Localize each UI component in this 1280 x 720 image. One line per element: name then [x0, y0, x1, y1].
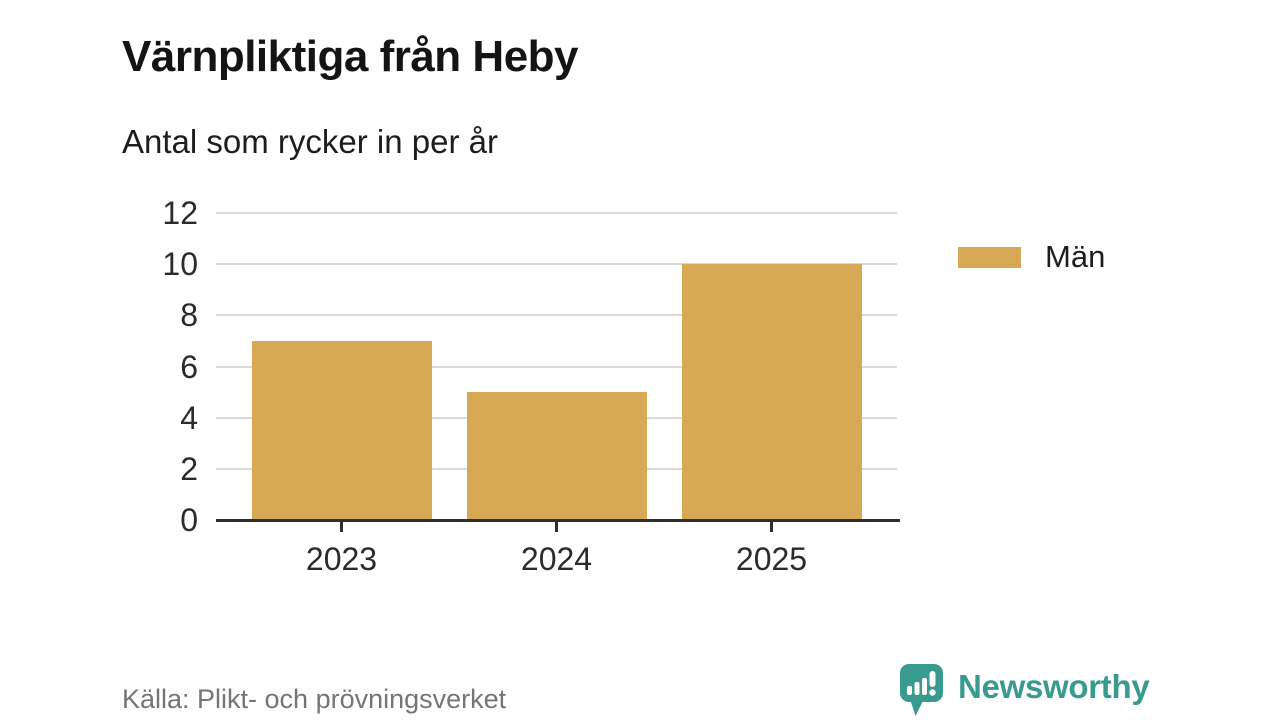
- x-axis-line: [216, 519, 900, 522]
- gridline: [216, 212, 897, 214]
- x-axis-tick-label: 2023: [305, 541, 378, 577]
- y-axis-tick-label: 12: [162, 195, 198, 231]
- chart-title: Värnpliktiga från Heby: [122, 32, 579, 82]
- y-axis-tick-label: 6: [180, 348, 198, 385]
- newsworthy-logo-icon: [900, 664, 943, 716]
- gridline: [216, 314, 897, 317]
- y-axis-tick-label: 2: [180, 450, 198, 487]
- legend-swatch: [958, 246, 1021, 268]
- newsworthy-wordmark: Newsworthy: [958, 668, 1150, 705]
- x-axis-tick: [555, 521, 558, 532]
- legend-label: Män: [1045, 239, 1106, 274]
- chart-subtitle: Antal som rycker in per år: [122, 123, 498, 160]
- y-axis-tick-label: 4: [180, 399, 198, 436]
- x-axis-tick-label: 2024: [520, 541, 593, 577]
- bar: [466, 392, 647, 520]
- x-axis-tick: [770, 521, 773, 532]
- gridline: [216, 263, 897, 266]
- chart-legend: Män: [958, 238, 1105, 276]
- gridline: [216, 365, 897, 368]
- y-axis-tick-label: 10: [162, 246, 198, 283]
- newsworthy-logo: Newsworthy: [900, 664, 1150, 717]
- x-axis-tick: [340, 521, 343, 532]
- x-axis-tick-label: 2025: [735, 541, 808, 577]
- y-axis-tick-label: 0: [180, 502, 198, 538]
- source-note: Källa: Plikt- och prövningsverket: [122, 684, 507, 714]
- bar: [251, 340, 432, 520]
- bar: [681, 264, 862, 520]
- y-axis-tick-label: 8: [180, 297, 198, 334]
